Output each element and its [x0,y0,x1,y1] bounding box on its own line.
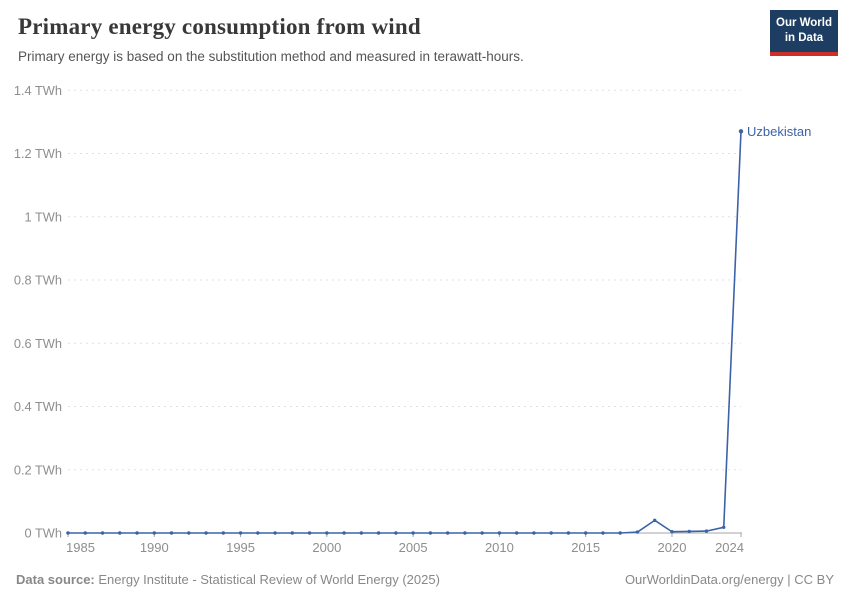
x-axis-tick-label: 2015 [571,540,600,555]
x-axis-tick-label: 1990 [140,540,169,555]
y-axis-tick-label: 0.2 TWh [14,462,62,477]
x-axis-tick-label: 2005 [399,540,428,555]
series-label: Uzbekistan [747,124,811,139]
owid-logo-line1: Our World [776,17,833,29]
series-point [152,531,156,535]
series-point [497,531,502,535]
x-axis-tick-label: 2010 [485,540,514,555]
series-line-uzbekistan [68,131,742,534]
series-point [411,531,415,535]
series-point [583,531,588,535]
series-point [635,530,640,534]
series-point [687,529,691,534]
owid-logo: Our World in Data [770,10,838,56]
y-axis-tick-label: 0.6 TWh [14,336,62,351]
x-axis-tick-label: 2000 [312,540,341,555]
series-point [566,531,571,535]
series-point [83,531,87,535]
y-axis-tick-label: 0 TWh [25,526,62,541]
series-point [722,525,726,530]
series-point [290,531,295,535]
y-axis-tick-label: 1.2 TWh [14,146,62,161]
series-point [601,531,605,535]
series-point [100,531,105,535]
series-point [514,531,519,535]
series-point [169,531,174,535]
series-point [187,531,191,535]
series-point [670,530,674,534]
series-point [394,531,398,535]
series-point [66,531,70,535]
x-axis-tick-label: 2024 [715,540,744,555]
series-point [325,531,329,535]
series-point [307,531,312,535]
series-point [221,531,226,535]
y-axis-tick-label: 1 TWh [25,209,62,224]
series-point [480,531,484,535]
series-point [118,531,122,535]
owid-logo-line2: in Data [784,31,824,44]
series-point [532,531,536,535]
series-point [376,531,381,535]
series-point [342,531,346,535]
series-end-point [738,129,744,134]
series-point [618,531,622,535]
series-point [256,531,260,535]
data-source: Data source: Energy Institute - Statisti… [16,572,440,587]
data-source-text: Energy Institute - Statistical Review of… [98,572,440,587]
series-point [359,531,364,535]
y-axis-tick-label: 0.4 TWh [14,399,62,414]
page-title: Primary energy consumption from wind [18,14,421,39]
credit-link[interactable]: OurWorldinData.org/energy | CC BY [624,572,834,587]
chart-header: Primary energy consumption from wind Pri… [18,14,755,64]
series-point [653,518,657,523]
series-point [463,531,467,535]
x-axis-tick-label: 1995 [226,540,255,555]
series-point [445,531,450,535]
series-point [204,531,208,535]
chart-subtitle: Primary energy is based on the substitut… [18,49,524,64]
chart-footer: Data source: Energy Institute - Statisti… [16,572,834,587]
series-point [428,531,433,535]
y-axis-tick-label: 1.4 TWh [14,83,62,98]
series-point [704,529,709,533]
data-source-label: Data source: [16,572,95,587]
series-point [549,531,553,535]
y-axis-tick-label: 0.8 TWh [14,273,62,288]
series-point [273,531,277,535]
x-axis-tick-label: 2020 [658,540,687,555]
x-axis-tick-label: 1985 [66,540,95,555]
series-point [135,531,139,535]
series-point [238,531,243,535]
